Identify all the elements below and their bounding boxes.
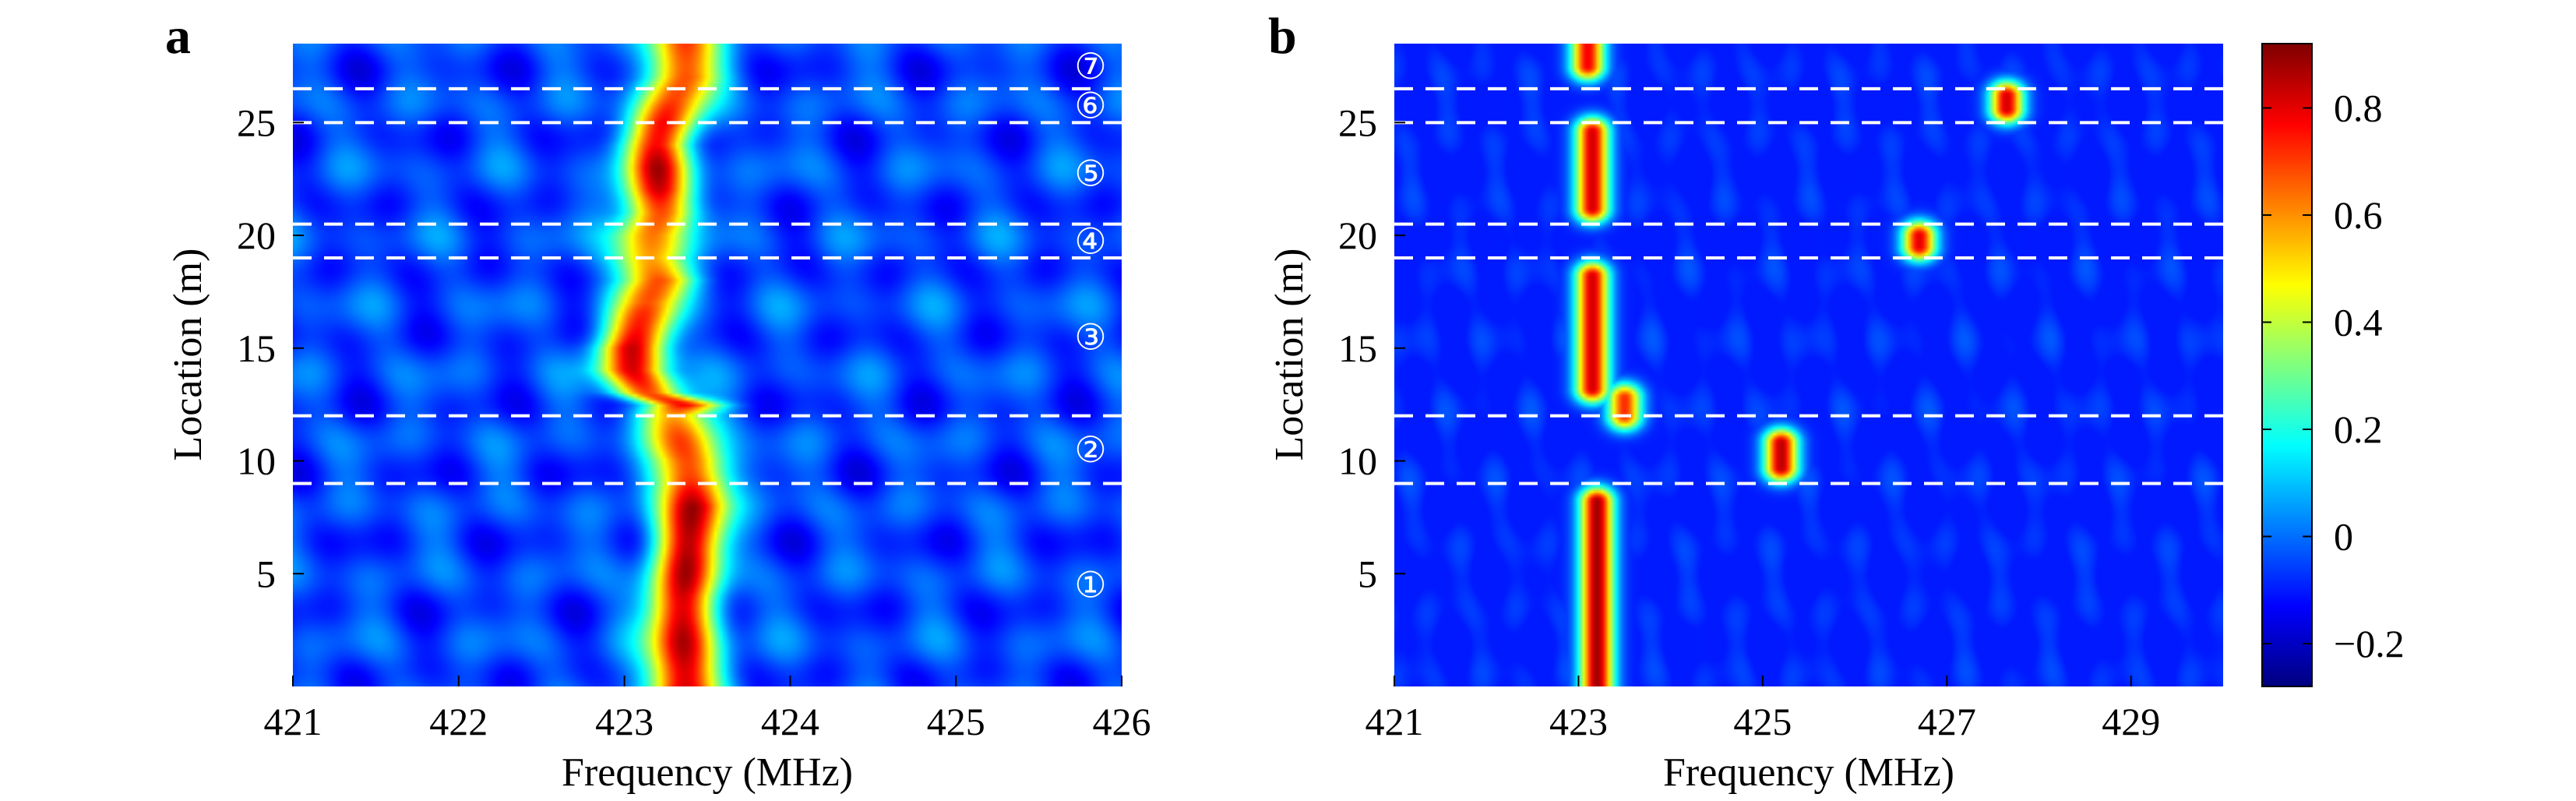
panel-b-letter: b [1268, 8, 1297, 65]
colorbar-tick-label: 0.6 [2334, 193, 2383, 237]
panel-a-x-tick-label: 422 [429, 700, 488, 743]
panel-b-x-ticks: 421 423 425 427 429 [1366, 676, 2160, 743]
region-label: ⑦ [1074, 47, 1106, 86]
colorbar-tick-label: 0 [2334, 515, 2353, 559]
panel-b-x-tick-label: 421 [1366, 700, 1424, 743]
panel-a-region-labels: ① ② ③ ④ ⑤ ⑥⑦ [1074, 47, 1106, 605]
panel-a-x-tick-label: 426 [1093, 700, 1151, 743]
panel-a-letter: a [165, 8, 191, 65]
panel-a-y-ticks: 5 10 15 20 25 [237, 101, 304, 595]
panel-a-y-tick-label: 10 [237, 439, 276, 483]
panel-b-y-ticks: 5 10 15 20 25 [1338, 101, 1405, 595]
colorbar-ticks: −0.2 0 0.2 0.4 0.6 0.8 [2262, 86, 2405, 665]
region-label: ⑥ [1074, 86, 1106, 126]
panel-b: b 421 423 425 427 429 5 10 15 20 25 Frequency (M… [1267, 8, 2223, 795]
panel-a-x-tick-label: 425 [927, 700, 985, 743]
panel-b-x-tick-label: 427 [1918, 700, 1976, 743]
panel-a-x-axis-title: Frequency (MHz) [562, 750, 853, 795]
colorbar-tick-label: 0.8 [2334, 86, 2383, 130]
panel-a-x-tick-label: 421 [264, 700, 322, 743]
panel-a-y-tick-label: 20 [237, 213, 276, 257]
colorbar-tick-label: −0.2 [2334, 622, 2405, 665]
panel-b-heatmap [1394, 44, 2223, 686]
panel-b-segment-boundaries [1394, 86, 2223, 485]
panel-b-x-tick-label: 425 [1733, 700, 1792, 743]
panel-a-y-tick-label: 25 [237, 101, 276, 144]
panel-a-heatmap-image [293, 44, 1122, 686]
panel-b-y-tick-label: 15 [1338, 326, 1377, 370]
panel-a-segment-boundaries [293, 86, 1122, 485]
panel-b-y-tick-label: 25 [1338, 101, 1377, 144]
region-label: ③ [1074, 317, 1106, 357]
panel-a-x-ticks: 421 422 423 424 425 426 [264, 676, 1151, 743]
panel-a-y-axis-title: Location (m) [166, 249, 210, 461]
panel-a-y-tick-label: 15 [237, 326, 276, 370]
panel-b-y-tick-label: 20 [1338, 213, 1377, 257]
panel-a-x-tick-label: 424 [761, 700, 819, 743]
region-label: ④ [1074, 221, 1106, 261]
panel-b-x-tick-label: 429 [2102, 700, 2160, 743]
panel-b-heatmap-image [1394, 44, 2223, 686]
region-label: ⑤ [1074, 153, 1106, 193]
colorbar-gradient [2262, 44, 2312, 686]
panel-b-y-tick-label: 5 [1358, 552, 1377, 595]
panel-b-x-axis-title: Frequency (MHz) [1663, 750, 1954, 795]
panel-a: a ① ② ③ ④ ⑤ ⑥⑦ 421 422 423 424 425 426 5 10 15 20 25 F… [165, 8, 1151, 795]
colorbar-tick-label: 0.4 [2334, 301, 2383, 344]
panel-a-heatmap [293, 44, 1122, 686]
panel-b-y-tick-label: 10 [1338, 439, 1377, 483]
panel-a-x-tick-label: 423 [595, 700, 654, 743]
colorbar-tick-label: 0.2 [2334, 408, 2383, 451]
region-label: ② [1074, 430, 1106, 470]
panel-b-x-tick-label: 423 [1549, 700, 1608, 743]
colorbar: −0.2 0 0.2 0.4 0.6 0.8 [2261, 43, 2405, 687]
region-label: ① [1074, 566, 1106, 605]
panel-b-y-axis-title: Location (m) [1267, 249, 1312, 461]
panel-a-y-tick-label: 5 [256, 552, 276, 595]
colorbar-frame [2261, 43, 2313, 687]
